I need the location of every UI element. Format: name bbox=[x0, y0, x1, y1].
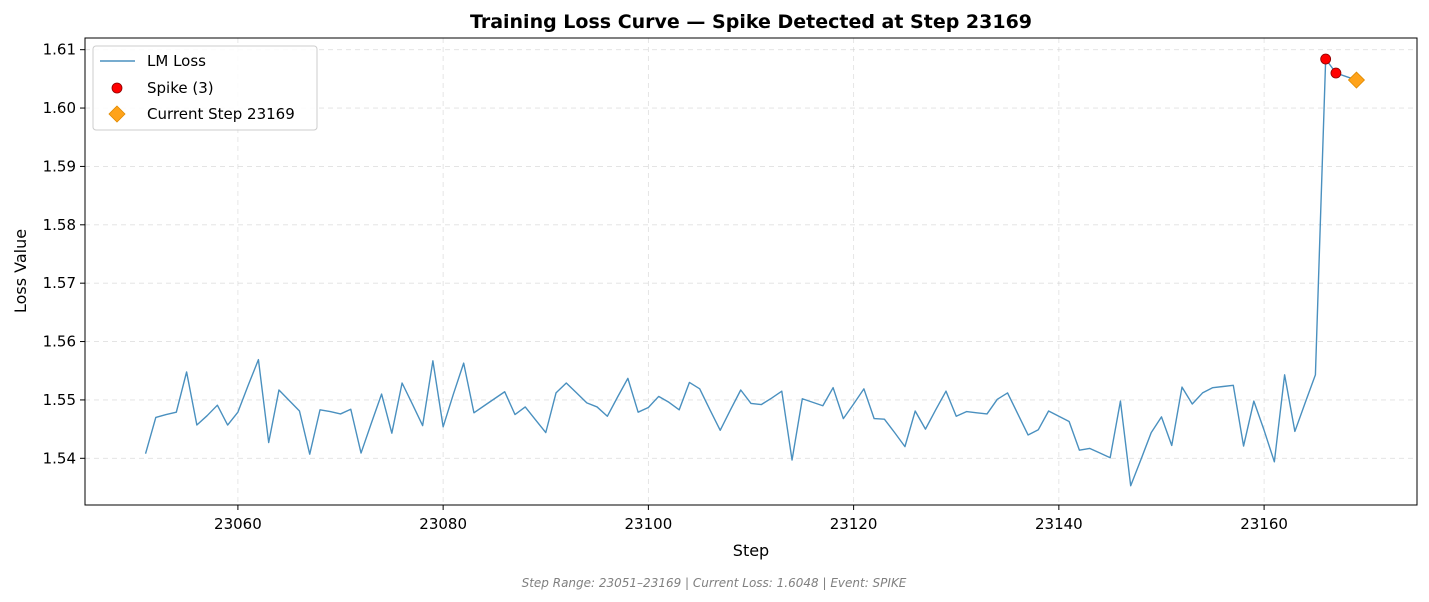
y-tick-label: 1.60 bbox=[43, 99, 76, 117]
current-step-marker bbox=[1347, 71, 1366, 89]
x-axis-title: Step bbox=[733, 541, 769, 560]
spike-point bbox=[1320, 53, 1332, 65]
y-tick-label: 1.55 bbox=[43, 391, 76, 409]
spike-point bbox=[1330, 67, 1342, 79]
axis-ticks: 23060 23080 23100 23120 23140 23160 1.54 1.55 1.… bbox=[43, 41, 1288, 533]
footer-summary: Step Range: 23051–23169 | Current Loss: … bbox=[522, 576, 907, 590]
y-tick-label: 1.57 bbox=[43, 274, 76, 292]
x-tick-label: 23100 bbox=[625, 515, 673, 533]
y-tick-label: 1.58 bbox=[43, 216, 76, 234]
chart-title: Training Loss Curve — Spike Detected at … bbox=[470, 11, 1032, 33]
y-tick-label: 1.54 bbox=[43, 449, 76, 467]
x-tick-label: 23120 bbox=[830, 515, 878, 533]
grid bbox=[85, 38, 1417, 505]
legend: LM Loss Spike (3) Current Step 23169 bbox=[92, 45, 318, 131]
x-tick-label: 23080 bbox=[419, 515, 467, 533]
x-tick-label: 23060 bbox=[214, 515, 262, 533]
legend-label-spike: Spike (3) bbox=[147, 79, 214, 97]
legend-label-current: Current Step 23169 bbox=[147, 105, 295, 123]
legend-spike-swatch bbox=[111, 82, 123, 94]
legend-box bbox=[92, 45, 318, 131]
legend-current-swatch bbox=[108, 105, 126, 123]
y-tick-label: 1.56 bbox=[43, 333, 76, 351]
y-tick-label: 1.61 bbox=[43, 41, 76, 59]
legend-label-loss: LM Loss bbox=[147, 52, 206, 70]
y-tick-label: 1.59 bbox=[43, 157, 76, 175]
plot-area-frame bbox=[84, 37, 1418, 506]
y-axis-title: Loss Value bbox=[11, 229, 30, 313]
series-layer bbox=[144, 53, 1366, 487]
x-tick-label: 23160 bbox=[1240, 515, 1288, 533]
x-tick-label: 23140 bbox=[1035, 515, 1083, 533]
loss-series-line bbox=[144, 58, 1357, 487]
